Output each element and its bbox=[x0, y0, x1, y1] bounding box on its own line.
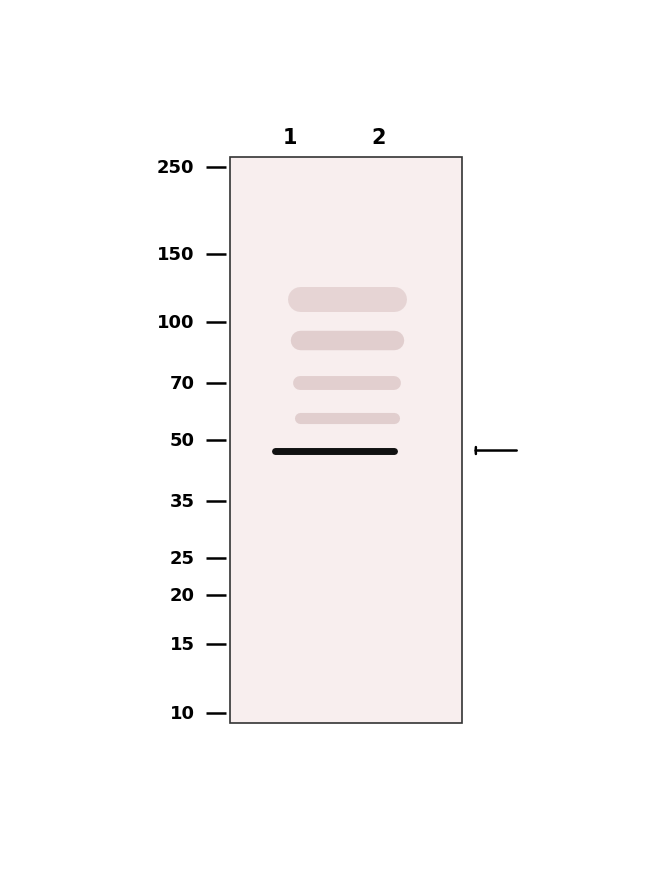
Text: 70: 70 bbox=[170, 375, 194, 393]
Text: 150: 150 bbox=[157, 245, 194, 263]
Text: 50: 50 bbox=[170, 432, 194, 449]
Text: 100: 100 bbox=[157, 314, 194, 332]
Text: 1: 1 bbox=[283, 128, 298, 148]
Text: 35: 35 bbox=[170, 492, 194, 510]
Bar bbox=[230, 158, 462, 723]
Text: 10: 10 bbox=[170, 704, 194, 722]
Text: 15: 15 bbox=[170, 635, 194, 653]
Text: 250: 250 bbox=[157, 159, 194, 176]
Text: 20: 20 bbox=[170, 587, 194, 605]
Text: 25: 25 bbox=[170, 549, 194, 567]
Text: 2: 2 bbox=[371, 128, 385, 148]
